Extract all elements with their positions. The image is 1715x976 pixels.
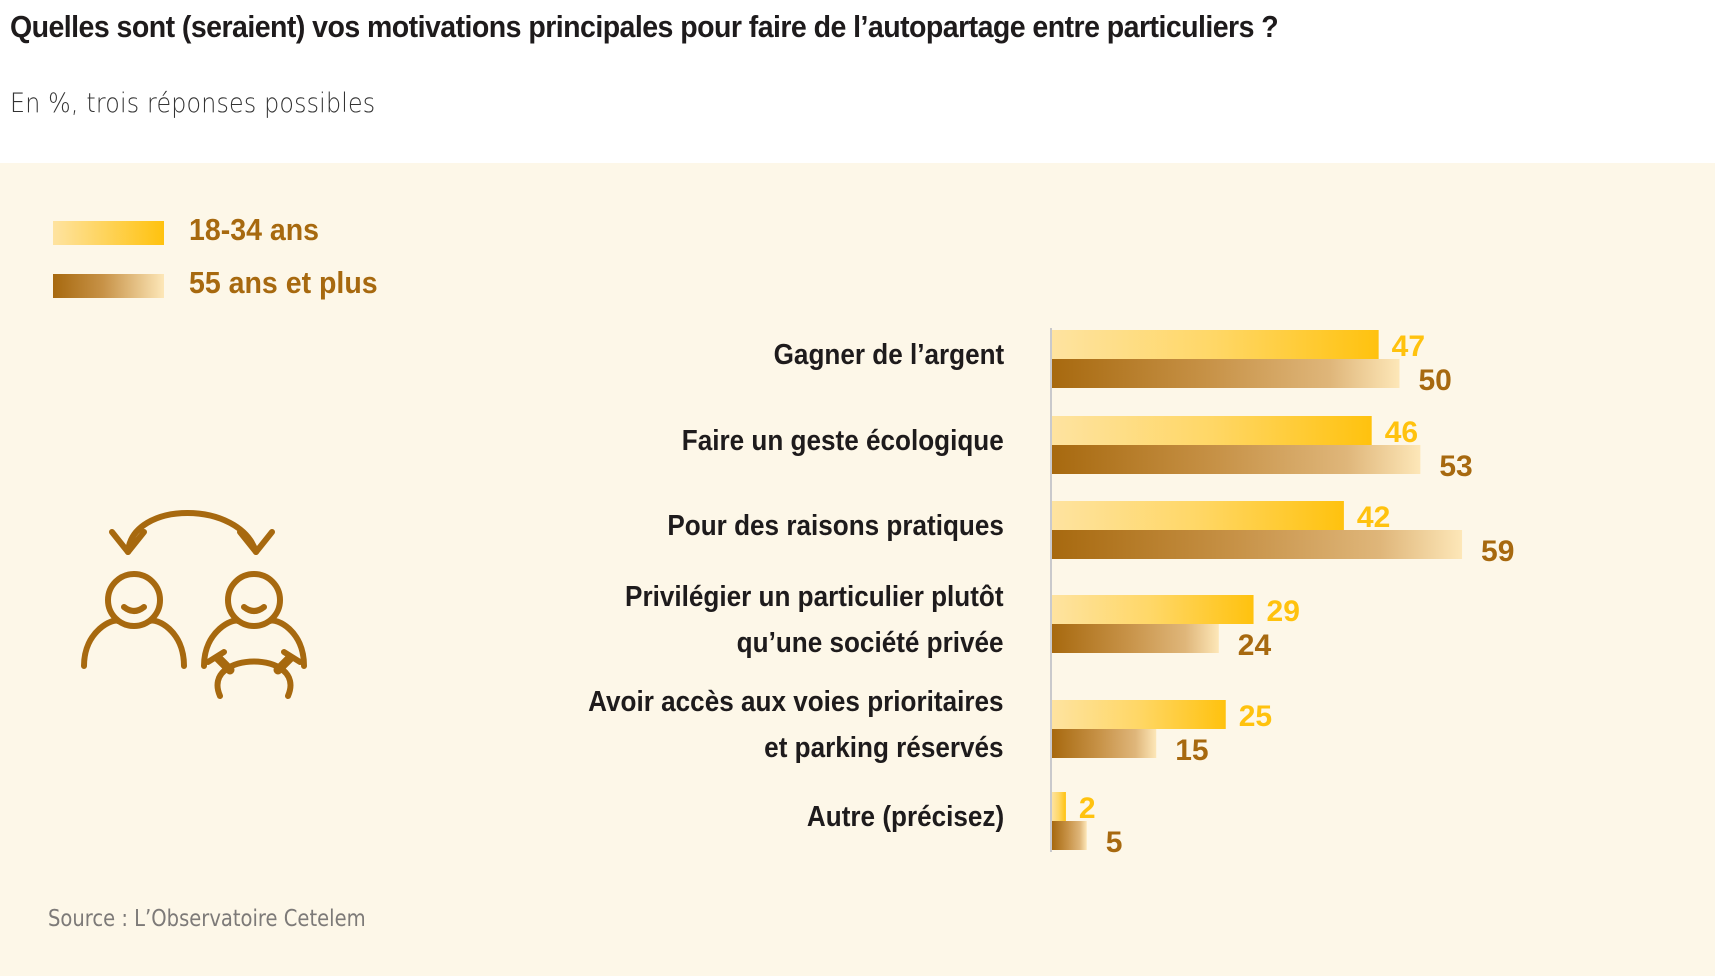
- value-label-18-34-3: 29: [1267, 595, 1300, 628]
- person-right-smile: [241, 604, 267, 614]
- person-right-hands: [213, 653, 295, 675]
- arrow-head-right: [237, 529, 275, 555]
- person-left-head: [105, 571, 163, 629]
- bar-55-plus-5: [1052, 821, 1087, 850]
- legend-label-55-plus: 55 ans et plus: [189, 265, 378, 300]
- legend-swatch-18-34: [53, 221, 164, 245]
- value-label-18-34-4: 25: [1239, 700, 1272, 733]
- category-label-line: Autre (précisez): [806, 801, 1004, 833]
- person-right-head: [225, 571, 283, 629]
- person-right-body: [201, 617, 307, 669]
- category-label-line: et parking réservés: [764, 732, 1004, 764]
- source-note: Source : L’Observatoire Cetelem: [48, 906, 366, 932]
- value-label-18-34-0: 47: [1392, 330, 1425, 363]
- value-label-18-34-2: 42: [1357, 501, 1390, 534]
- value-label-55-plus-0: 50: [1419, 364, 1452, 397]
- category-label-line: Gagner de l’argent: [773, 339, 1004, 371]
- chart-subtitle: En %, trois réponses possibles: [10, 88, 376, 119]
- category-label-4: Avoir accès aux voies prioritaires et par…: [589, 679, 1004, 771]
- bar-55-plus-4: [1052, 729, 1157, 758]
- bar-18-34-1: [1052, 416, 1372, 445]
- person-left-body: [81, 617, 187, 669]
- category-label-1: Faire un geste écologique: [682, 418, 1004, 464]
- category-label-5: Autre (précisez): [807, 794, 1004, 840]
- legend-swatch-55-plus: [53, 274, 164, 298]
- bar-18-34-5: [1052, 792, 1066, 821]
- bar-18-34-0: [1052, 330, 1379, 359]
- bar-18-34-3: [1052, 595, 1254, 624]
- steering-wheel: [214, 658, 294, 699]
- bar-55-plus-1: [1052, 445, 1421, 474]
- chart-panel: [0, 163, 1715, 976]
- category-label-line: qu’une société privée: [737, 627, 1004, 659]
- arrow-head-left: [109, 529, 147, 555]
- bar-18-34-4: [1052, 700, 1226, 729]
- value-label-18-34-1: 46: [1385, 416, 1418, 449]
- two-people-exchange-icon: [80, 480, 310, 715]
- legend-label-18-34: 18-34 ans: [189, 212, 320, 247]
- chart-title: Quelles sont (seraient) vos motivations …: [10, 9, 1279, 44]
- category-label-line: Pour des raisons pratiques: [667, 510, 1004, 542]
- category-label-3: Privilégier un particulier plutôt qu’une …: [625, 574, 1004, 666]
- person-left-smile: [121, 604, 147, 614]
- value-label-55-plus-3: 24: [1238, 629, 1272, 662]
- category-label-0: Gagner de l’argent: [773, 332, 1004, 378]
- bar-18-34-2: [1052, 501, 1344, 530]
- bar-55-plus-3: [1052, 624, 1219, 653]
- value-label-55-plus-1: 53: [1439, 450, 1472, 483]
- category-label-line: Faire un geste écologique: [682, 425, 1004, 457]
- value-label-55-plus-4: 15: [1175, 734, 1208, 767]
- value-label-55-plus-2: 59: [1481, 535, 1514, 568]
- bar-55-plus-0: [1052, 359, 1400, 388]
- category-label-2: Pour des raisons pratiques: [667, 503, 1004, 549]
- value-label-18-34-5: 2: [1079, 792, 1096, 825]
- category-label-line: Privilégier un particulier plutôt: [625, 581, 1004, 613]
- value-label-55-plus-5: 5: [1106, 826, 1123, 859]
- category-label-line: Avoir accès aux voies prioritaires: [588, 686, 1004, 718]
- bar-55-plus-2: [1052, 530, 1463, 559]
